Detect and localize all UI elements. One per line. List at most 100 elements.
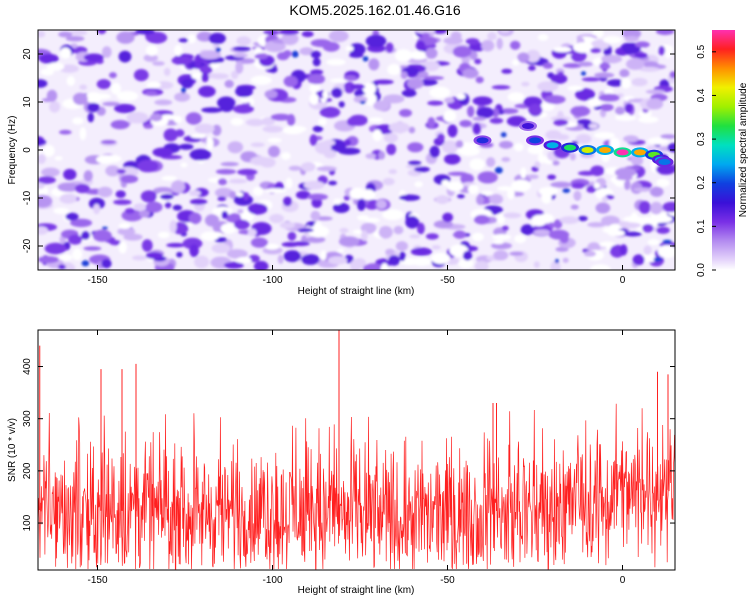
heatmap-noise-blob [105,165,121,177]
heatmap-noise-blob [510,40,521,50]
heatmap-noise-blob [387,64,401,76]
heatmap-noise-blob [72,117,84,125]
heatmap-noise-blob [383,132,398,143]
heatmap-noise-blob [88,197,105,210]
heatmap-noise-blob [553,219,563,229]
heatmap-noise-blob [143,54,158,62]
heatmap-noise-blob [120,174,139,184]
heatmap-noise-blob [502,212,522,219]
colorbar: 0.0 0.1 0.2 0.3 0.4 0.5 Normalized spectral a… [696,30,749,277]
heatmap-noise-blob [169,220,177,234]
heatmap-noise-blob [533,229,551,236]
heatmap-noise-blob [310,210,321,221]
heatmap-noise-blob [362,82,377,96]
heatmap-noise-blob [557,71,564,76]
heatmap-noise-blob [575,134,592,144]
heatmap-noise-blob [550,181,572,188]
heatmap-noise-blob [581,77,602,82]
heatmap-noise-blob [328,180,337,186]
heatmap-noise-blob [575,88,596,101]
heatmap-noise-blob [116,91,139,102]
heatmap-noise-blob [279,30,299,35]
heatmap-noise-blob [312,125,324,133]
colorbar-tick-label: 0.3 [696,132,707,146]
heatmap-noise-blob [350,84,366,90]
heatmap-noise-blob [133,69,149,82]
heatmap-noise-blob [312,57,321,67]
heatmap-noise-blob [85,92,102,103]
heatmap-noise-blob [601,54,622,64]
heatmap-noise-blob [501,225,509,231]
heatmap-noise-blob [368,58,380,71]
heatmap-noise-blob [409,79,424,88]
heatmap-noise-blob [231,70,239,80]
heatmap-noise-blob [573,190,582,202]
heatmap-noise-blob [456,93,466,100]
snr-y-axis-label: SNR (10 * v/v) [7,418,18,482]
heatmap-noise-blob [117,227,136,236]
heatmap-noise-blob [281,242,299,247]
heatmap-noise-blob [382,209,404,221]
heatmap-noise-blob [38,30,46,38]
heatmap-noise-blob [152,147,173,158]
heatmap-noise-blob [480,190,494,196]
heatmap-noise-blob [509,251,524,256]
heatmap-noise-blob [437,133,445,142]
heatmap-noise-blob [399,194,421,201]
heatmap-noise-blob [538,187,559,196]
heatmap-noise-blob [181,87,186,94]
heatmap-noise-blob [217,178,228,186]
heatmap-noise-blob [223,261,244,269]
heatmap-noise-blob [494,167,503,174]
heatmap-noise-blob [115,190,126,198]
heatmap-noise-blob [548,229,570,240]
heatmap-noise-blob [469,50,478,61]
colorbar-gradient [712,30,735,270]
heatmap-noise-blob [53,207,70,215]
x-tick-label: -150 [87,275,107,286]
heatmap-noise-blob [657,245,675,259]
heatmap-noise-blob [520,167,527,179]
heatmap-noise-blob [553,46,572,53]
heatmap-noise-blob [114,103,136,114]
heatmap-noise-blob [393,225,404,235]
heatmap-noise-blob [472,96,493,106]
heatmap-noise-blob [409,50,429,60]
heatmap-noise-blob [150,113,163,122]
heatmap-noise-blob [350,259,361,270]
heatmap-noise-blob [307,73,325,85]
heatmap-noise-blob [649,186,664,197]
heatmap-noise-blob [281,32,299,46]
heatmap-noise-blob [431,252,451,265]
heatmap-noise-blob [101,259,112,269]
heatmap-noise-blob [365,34,387,48]
heatmap-noise-blob [300,162,316,172]
heatmap-noise-blob [599,62,611,70]
heatmap-noise-blob [178,38,189,43]
heatmap-noise-blob [620,77,631,89]
heatmap-noise-blob [102,101,120,107]
heatmap-noise-blob [364,217,380,223]
heatmap-noise-blob [265,243,280,250]
heatmap-noise-blob [139,210,150,218]
heatmap-noise-blob [233,53,248,58]
heatmap-noise-blob [201,107,223,113]
heatmap-noise-blob [299,47,314,56]
heatmap-noise-blob [624,36,640,42]
heatmap-noise-blob [638,116,659,123]
heatmap-noise-blob [486,157,496,168]
heatmap-noise-blob [414,166,430,173]
signal-point [634,149,646,156]
heatmap-noise-blob [600,103,614,112]
heatmap-noise-blob [333,198,342,205]
heatmap-noise-blob [295,190,311,200]
heatmap-noise-blob [250,142,265,148]
heatmap-noise-blob [662,239,672,244]
heatmap-noise-blob [319,106,341,118]
heatmap-noise-blob [194,123,215,134]
heatmap-noise-blob [58,31,73,38]
heatmap-noise-blob [65,36,85,42]
heatmap-noise-blob [132,255,147,261]
heatmap-noise-blob [587,242,601,253]
heatmap-noise-blob [669,71,675,79]
